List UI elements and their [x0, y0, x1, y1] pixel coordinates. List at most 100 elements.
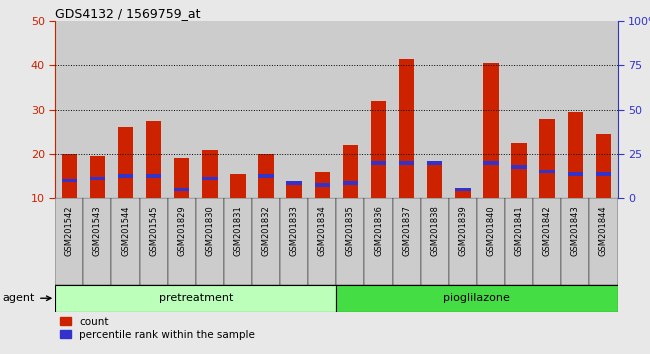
- Bar: [477, 198, 505, 285]
- Bar: [540, 170, 555, 173]
- Bar: [140, 198, 168, 285]
- Text: GSM201832: GSM201832: [261, 205, 270, 256]
- Bar: [595, 172, 611, 176]
- Bar: [393, 198, 421, 285]
- Bar: [202, 149, 218, 198]
- Text: GSM201838: GSM201838: [430, 205, 439, 256]
- Bar: [308, 198, 337, 285]
- Bar: [512, 143, 527, 198]
- Bar: [337, 198, 365, 285]
- Bar: [196, 21, 224, 198]
- Text: GSM201829: GSM201829: [177, 205, 187, 256]
- Bar: [55, 198, 83, 285]
- Bar: [112, 21, 140, 198]
- Bar: [449, 21, 477, 198]
- Text: GSM201833: GSM201833: [290, 205, 299, 256]
- Bar: [427, 161, 443, 165]
- Bar: [224, 198, 252, 285]
- Text: GSM201842: GSM201842: [543, 205, 552, 256]
- Text: GSM201545: GSM201545: [149, 205, 158, 256]
- Bar: [258, 175, 274, 178]
- Text: GDS4132 / 1569759_at: GDS4132 / 1569759_at: [55, 7, 201, 20]
- Bar: [343, 181, 358, 184]
- Bar: [505, 21, 533, 198]
- Bar: [393, 21, 421, 198]
- Bar: [427, 163, 443, 198]
- Legend: count, percentile rank within the sample: count, percentile rank within the sample: [60, 317, 255, 340]
- Text: GSM201542: GSM201542: [65, 205, 74, 256]
- Bar: [287, 181, 302, 198]
- Bar: [370, 161, 386, 165]
- Bar: [421, 21, 448, 198]
- Bar: [112, 198, 140, 285]
- Text: GSM201841: GSM201841: [515, 205, 524, 256]
- Bar: [315, 172, 330, 198]
- Bar: [533, 21, 561, 198]
- Bar: [280, 198, 308, 285]
- Bar: [202, 177, 218, 180]
- Bar: [146, 121, 161, 198]
- Bar: [343, 145, 358, 198]
- Text: GSM201834: GSM201834: [318, 205, 327, 256]
- Bar: [62, 179, 77, 182]
- Bar: [483, 63, 499, 198]
- Bar: [280, 21, 308, 198]
- Text: pretreatment: pretreatment: [159, 293, 233, 303]
- Bar: [590, 21, 618, 198]
- Bar: [118, 127, 133, 198]
- Bar: [561, 21, 590, 198]
- Text: GSM201836: GSM201836: [374, 205, 383, 256]
- Text: GSM201840: GSM201840: [486, 205, 495, 256]
- Bar: [455, 188, 471, 191]
- Text: GSM201830: GSM201830: [205, 205, 214, 256]
- Bar: [455, 189, 471, 198]
- Bar: [505, 198, 533, 285]
- Bar: [449, 198, 477, 285]
- Text: agent: agent: [3, 293, 51, 303]
- Bar: [140, 21, 168, 198]
- Bar: [315, 183, 330, 187]
- Bar: [287, 181, 302, 184]
- Bar: [168, 21, 196, 198]
- Bar: [196, 198, 224, 285]
- Bar: [118, 175, 133, 178]
- Bar: [230, 174, 246, 198]
- Bar: [337, 21, 365, 198]
- Text: GSM201843: GSM201843: [571, 205, 580, 256]
- Bar: [168, 198, 196, 285]
- Bar: [595, 134, 611, 198]
- Bar: [421, 198, 448, 285]
- Text: GSM201837: GSM201837: [402, 205, 411, 256]
- Bar: [252, 198, 280, 285]
- Bar: [252, 21, 280, 198]
- Bar: [83, 21, 112, 198]
- Bar: [174, 188, 190, 191]
- Text: GSM201831: GSM201831: [233, 205, 242, 256]
- Text: pioglilazone: pioglilazone: [443, 293, 510, 303]
- Bar: [567, 112, 583, 198]
- Bar: [55, 21, 83, 198]
- Text: GSM201839: GSM201839: [458, 205, 467, 256]
- Bar: [337, 285, 618, 312]
- Text: GSM201844: GSM201844: [599, 205, 608, 256]
- Bar: [370, 101, 386, 198]
- Bar: [90, 177, 105, 180]
- Bar: [308, 21, 337, 198]
- Bar: [483, 161, 499, 165]
- Bar: [224, 21, 252, 198]
- Bar: [258, 154, 274, 198]
- Bar: [477, 21, 505, 198]
- Bar: [83, 198, 112, 285]
- Bar: [55, 285, 337, 312]
- Bar: [399, 161, 415, 165]
- Bar: [399, 59, 415, 198]
- Bar: [365, 21, 393, 198]
- Text: GSM201544: GSM201544: [121, 205, 130, 256]
- Bar: [512, 166, 527, 169]
- Bar: [174, 159, 190, 198]
- Bar: [62, 154, 77, 198]
- Bar: [146, 175, 161, 178]
- Bar: [561, 198, 590, 285]
- Text: GSM201835: GSM201835: [346, 205, 355, 256]
- Bar: [365, 198, 393, 285]
